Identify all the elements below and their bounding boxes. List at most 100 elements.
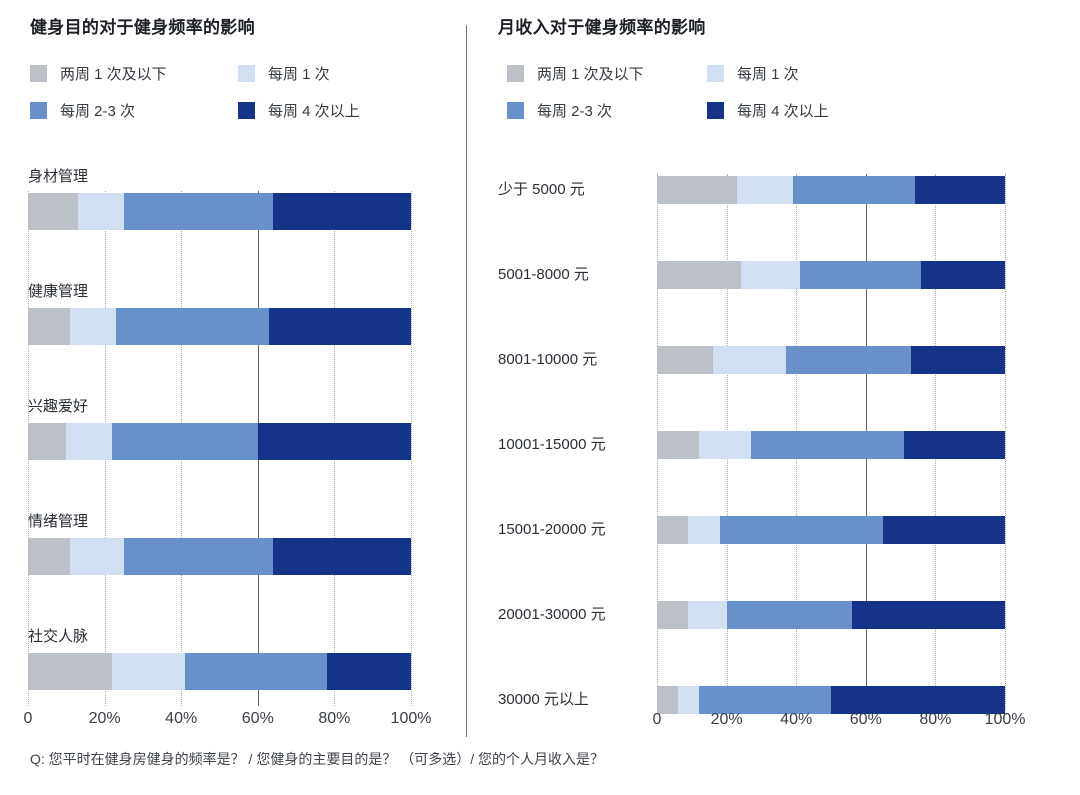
bar-segment xyxy=(28,308,71,345)
category-label: 10001-15000 元 xyxy=(498,436,606,453)
legend-item: 两周 1 次及以下 xyxy=(30,63,167,84)
bar-segment xyxy=(28,653,113,690)
bar-segment xyxy=(792,176,915,204)
bar-segment xyxy=(112,423,258,460)
bar-row xyxy=(657,346,1005,374)
legend-item: 每周 2-3 次 xyxy=(507,100,612,121)
bar-segment xyxy=(116,308,270,345)
x-axis-tick-label: 40% xyxy=(780,711,813,728)
legend-label: 每周 2-3 次 xyxy=(60,103,136,120)
legend-item: 每周 4 次以上 xyxy=(238,100,360,121)
bar-row xyxy=(28,538,411,575)
category-label: 社交人脉 xyxy=(28,628,89,645)
legend-item: 每周 1 次 xyxy=(238,63,330,84)
x-axis-tick-label: 100% xyxy=(390,710,432,727)
bar-segment xyxy=(77,193,124,230)
x-axis-tick-label: 0 xyxy=(652,711,662,728)
bar-row xyxy=(28,308,411,345)
bar-segment xyxy=(712,346,786,374)
bar-segment xyxy=(657,346,713,374)
bar-row xyxy=(657,516,1005,544)
x-axis-tick-label: 100% xyxy=(984,711,1026,728)
bar-segment xyxy=(657,431,699,459)
bar-segment xyxy=(123,193,274,230)
legend-label: 每周 1 次 xyxy=(268,66,330,83)
legend-swatch-icon xyxy=(30,102,47,119)
bar-row xyxy=(657,261,1005,289)
bar-segment xyxy=(911,346,1005,374)
category-label: 身材管理 xyxy=(28,168,89,185)
x-axis-tick-label: 40% xyxy=(165,710,198,727)
bar-segment xyxy=(688,601,727,629)
legend-swatch-icon xyxy=(238,65,255,82)
legend-item: 每周 4 次以上 xyxy=(707,100,829,121)
chart-title: 月收入对于健身频率的影响 xyxy=(498,18,706,37)
category-label: 少于 5000 元 xyxy=(498,181,585,198)
bar-segment xyxy=(726,601,852,629)
bar-segment xyxy=(273,193,411,230)
bar-segment xyxy=(657,601,689,629)
bar-segment xyxy=(123,538,274,575)
x-axis-tick-label: 80% xyxy=(919,711,952,728)
gridline-dotted xyxy=(411,191,412,706)
x-axis-tick-label: 0 xyxy=(23,710,33,727)
category-label: 15001-20000 元 xyxy=(498,521,606,538)
legend-label: 每周 4 次以上 xyxy=(268,103,360,120)
legend-label: 每周 2-3 次 xyxy=(537,103,613,120)
bar-segment xyxy=(657,686,678,714)
legend-swatch-icon xyxy=(707,65,724,82)
legend-swatch-icon xyxy=(707,102,724,119)
bar-segment xyxy=(785,346,912,374)
bar-segment xyxy=(740,261,800,289)
bar-row xyxy=(28,193,411,230)
bar-row xyxy=(657,686,1005,714)
bar-segment xyxy=(66,423,113,460)
bar-segment xyxy=(737,176,793,204)
legend-swatch-icon xyxy=(238,102,255,119)
category-label: 20001-30000 元 xyxy=(498,606,606,623)
bar-row xyxy=(28,653,411,690)
category-label: 情绪管理 xyxy=(28,513,89,530)
legend-item: 每周 2-3 次 xyxy=(30,100,135,121)
x-axis-tick-label: 60% xyxy=(241,710,274,727)
bar-segment xyxy=(904,431,1005,459)
bar-row xyxy=(657,601,1005,629)
bar-segment xyxy=(326,653,411,690)
bar-segment xyxy=(70,308,117,345)
bar-segment xyxy=(677,686,699,714)
legend-label: 两周 1 次及以下 xyxy=(537,66,644,83)
bar-segment xyxy=(657,516,689,544)
survey-question-footnote: Q: 您平时在健身房健身的频率是？ / 您健身的主要目的是？ （可多选）/ 您的… xyxy=(30,751,605,767)
bar-segment xyxy=(28,538,71,575)
bar-segment xyxy=(830,686,1005,714)
bar-segment xyxy=(28,423,67,460)
legend-item: 每周 1 次 xyxy=(707,63,799,84)
bar-segment xyxy=(750,431,905,459)
chart-title: 健身目的对于健身频率的影响 xyxy=(30,18,255,37)
bar-segment xyxy=(851,601,1005,629)
bar-segment xyxy=(28,193,78,230)
bar-segment xyxy=(698,431,751,459)
bar-row xyxy=(657,431,1005,459)
bar-segment xyxy=(883,516,1005,544)
bar-segment xyxy=(914,176,1005,204)
bar-segment xyxy=(70,538,124,575)
legend-label: 每周 4 次以上 xyxy=(737,103,829,120)
legend-swatch-icon xyxy=(507,65,524,82)
bar-segment xyxy=(657,176,738,204)
x-axis-tick-label: 20% xyxy=(88,710,121,727)
legend-swatch-icon xyxy=(507,102,524,119)
x-axis-tick-label: 20% xyxy=(710,711,743,728)
bar-segment xyxy=(719,516,884,544)
bar-row xyxy=(657,176,1005,204)
bar-segment xyxy=(698,686,831,714)
legend-item: 两周 1 次及以下 xyxy=(507,63,644,84)
bar-segment xyxy=(657,261,741,289)
bar-segment xyxy=(273,538,411,575)
panel-divider xyxy=(466,25,467,737)
category-label: 兴趣爱好 xyxy=(28,398,89,415)
bar-segment xyxy=(921,261,1005,289)
